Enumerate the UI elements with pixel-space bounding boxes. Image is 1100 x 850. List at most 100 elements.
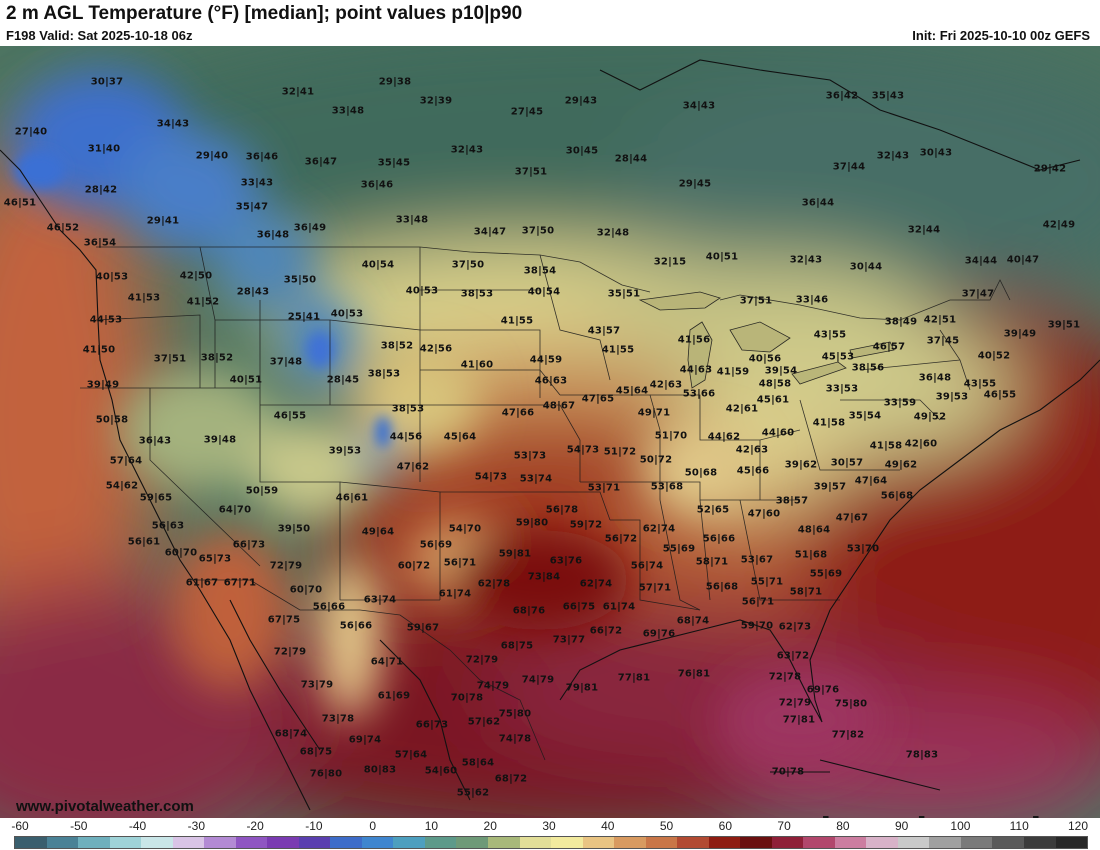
point-value: 59|80 xyxy=(515,517,549,529)
point-value: 44|56 xyxy=(389,431,423,443)
point-value: 73|84 xyxy=(527,571,561,583)
point-value: 76|81 xyxy=(677,668,711,680)
point-value: 63|74 xyxy=(363,594,397,606)
point-value: 34|43 xyxy=(156,118,190,130)
point-value: 57|62 xyxy=(467,716,501,728)
point-value: 38|53 xyxy=(460,288,494,300)
colorbar-segment xyxy=(15,837,47,848)
point-value: 35|47 xyxy=(235,201,269,213)
point-value: 62|78 xyxy=(477,578,511,590)
colorbar-tick-label: -10 xyxy=(305,819,323,833)
point-value: 33|48 xyxy=(331,105,365,117)
point-value: 53|73 xyxy=(513,450,547,462)
point-value: 30|44 xyxy=(849,261,883,273)
point-value: 44|53 xyxy=(89,314,123,326)
point-value: 49|52 xyxy=(913,411,947,423)
point-value: 37|45 xyxy=(926,335,960,347)
point-value: 45|61 xyxy=(756,394,790,406)
colorbar-tick-label: -40 xyxy=(128,819,147,833)
point-value: 78|83 xyxy=(905,749,939,761)
point-value: 61|74 xyxy=(438,588,472,600)
point-value: 41|53 xyxy=(127,292,161,304)
point-value: 39|50 xyxy=(277,523,311,535)
colorbar-segment xyxy=(834,837,867,848)
point-value: 51|72 xyxy=(603,446,637,458)
point-value: 43|55 xyxy=(813,329,847,341)
colorbar-segment xyxy=(204,837,236,848)
point-value: 55|69 xyxy=(662,543,696,555)
point-value: 40|51 xyxy=(229,374,263,386)
colorbar-segment xyxy=(141,837,173,848)
point-value: 37|44 xyxy=(832,161,866,173)
colorbar xyxy=(14,836,1088,849)
point-value: 62|73 xyxy=(778,621,812,633)
point-value: 42|63 xyxy=(735,444,769,456)
point-value: 35|43 xyxy=(871,90,905,102)
point-value: 59|81 xyxy=(498,548,532,560)
point-value: 66|75 xyxy=(562,601,596,613)
point-value: 32|41 xyxy=(281,86,315,98)
point-value: 35|45 xyxy=(377,157,411,169)
colorbar-segment xyxy=(298,837,331,848)
point-value: 36|44 xyxy=(801,197,835,209)
point-value: 41|55 xyxy=(500,315,534,327)
point-value: 77|81 xyxy=(782,714,816,726)
website-url[interactable]: www.pivotalweather.com xyxy=(16,798,194,815)
point-value: 36|54 xyxy=(83,237,117,249)
point-value: 56|71 xyxy=(741,596,775,608)
colorbar-segment xyxy=(235,837,268,848)
temperature-map[interactable]: 30|37 29|38 32|41 32|39 29|43 34|43 36|42 35|43… xyxy=(0,46,1100,818)
colorbar-tick-label: -20 xyxy=(246,819,264,833)
colorbar-tick-label: 50 xyxy=(659,819,674,833)
colorbar-segment xyxy=(393,837,425,848)
point-value: 33|48 xyxy=(395,214,429,226)
colorbar-segment xyxy=(708,837,741,848)
point-value: 69|76 xyxy=(806,684,840,696)
point-value: 28|44 xyxy=(614,153,648,165)
point-value: 25|41 xyxy=(287,311,321,323)
point-value: 40|54 xyxy=(361,259,395,271)
point-value: 29|42 xyxy=(1033,163,1067,175)
point-value: 39|57 xyxy=(813,481,847,493)
point-value: 47|67 xyxy=(835,512,869,524)
point-value: 29|41 xyxy=(146,215,180,227)
point-value: 66|73 xyxy=(415,719,449,731)
point-value: 68|76 xyxy=(512,605,546,617)
brand-watermark: pivotal weather xyxy=(795,810,1094,818)
point-value: 36|49 xyxy=(293,222,327,234)
point-value: 32|15 xyxy=(653,256,687,268)
point-value: 53|74 xyxy=(519,473,553,485)
point-value: 35|51 xyxy=(607,288,641,300)
point-value: 55|71 xyxy=(750,576,784,588)
point-value: 37|51 xyxy=(153,353,187,365)
point-value: 68|75 xyxy=(500,640,534,652)
point-value: 68|74 xyxy=(274,728,308,740)
point-value: 72|79 xyxy=(778,697,812,709)
point-value: 42|63 xyxy=(649,379,683,391)
point-value: 61|74 xyxy=(602,601,636,613)
point-value: 60|72 xyxy=(397,560,431,572)
point-value: 49|64 xyxy=(361,526,395,538)
point-value: 63|72 xyxy=(776,650,810,662)
point-value: 38|49 xyxy=(884,316,918,328)
point-value: 40|53 xyxy=(330,308,364,320)
colorbar-segment xyxy=(78,837,110,848)
point-value: 63|76 xyxy=(549,555,583,567)
colorbar-segment xyxy=(929,837,961,848)
point-value: 40|53 xyxy=(405,285,439,297)
colorbar-segment xyxy=(803,837,835,848)
point-value: 42|56 xyxy=(419,343,453,355)
colorbar-segment xyxy=(771,837,804,848)
point-value: 32|39 xyxy=(419,95,453,107)
point-value: 56|72 xyxy=(604,533,638,545)
point-value: 35|54 xyxy=(848,410,882,422)
point-value: 73|78 xyxy=(321,713,355,725)
colorbar-tick-label: 120 xyxy=(1067,819,1089,833)
colorbar-tick-label: 60 xyxy=(718,819,733,833)
point-value: 46|55 xyxy=(273,410,307,422)
point-value: 39|54 xyxy=(764,365,798,377)
point-value: 70|78 xyxy=(450,692,484,704)
point-value: 39|51 xyxy=(1047,319,1081,331)
point-value: 44|60 xyxy=(761,427,795,439)
point-value: 27|40 xyxy=(14,126,48,138)
